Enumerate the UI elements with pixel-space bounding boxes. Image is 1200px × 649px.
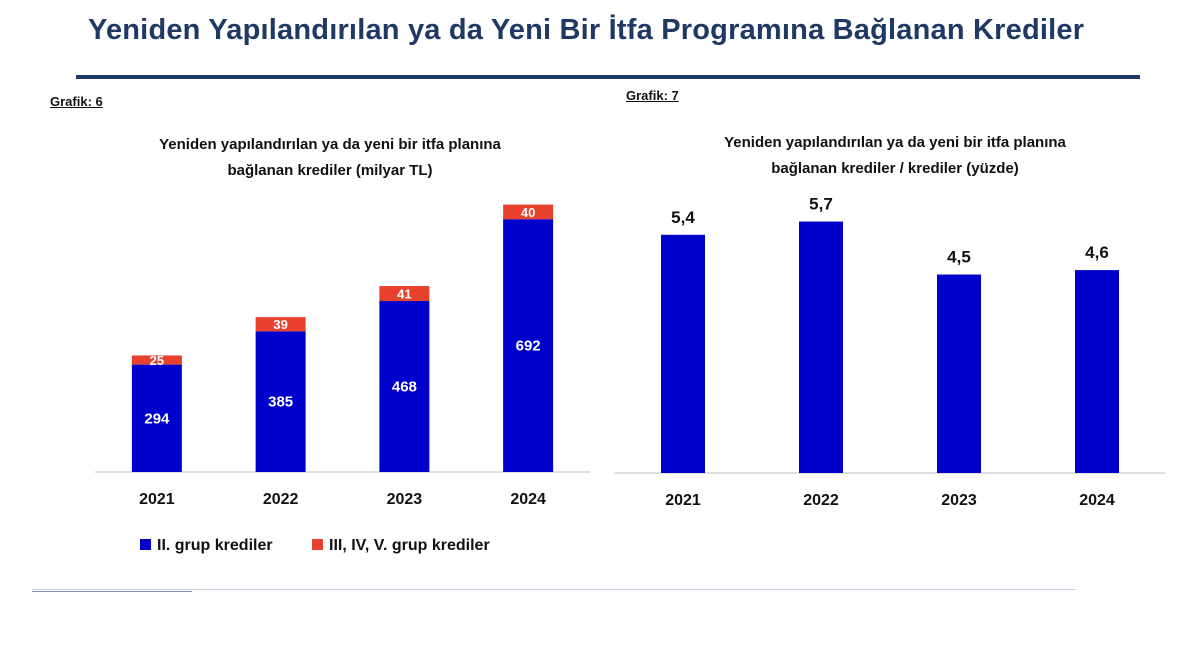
chart7-tick-label-2021: 2021 [665, 492, 701, 509]
title-divider [76, 75, 1140, 79]
legend-item-group345: III, IV, V. grup krediler [312, 537, 490, 555]
chart6-tick-label-2023: 2023 [387, 491, 423, 508]
chart6-bar-group345-2022 [255, 317, 306, 332]
chart7-data-label-2024: 4,6 [1085, 243, 1109, 262]
chart6-bar-group345-2021 [131, 355, 182, 365]
chart6-title-line1: Yeniden yapılandırılan ya da yeni bir it… [159, 136, 501, 153]
chart6-bar-group2-2021 [131, 364, 182, 472]
chart7-bar-2023 [937, 274, 981, 473]
chart6-data-label-group2-2022: 385 [268, 394, 293, 411]
chart6-tick-label-2022: 2022 [263, 491, 299, 508]
chart7-title-line1: Yeniden yapılandırılan ya da yeni bir it… [724, 134, 1066, 151]
chart7-title-line2: bağlanan krediler / krediler (yüzde) [771, 160, 1019, 177]
chart6-bar-group345-2023 [379, 286, 430, 302]
chart6-data-label-group2-2021: 294 [144, 410, 170, 427]
chart6-tick-label-2024: 2024 [510, 491, 546, 508]
footer-divider [32, 589, 1076, 590]
chart6-data-label-group2-2024: 692 [516, 338, 541, 355]
legend-label-group345: III, IV, V. grup krediler [329, 537, 490, 554]
chart7-data-label-2022: 5,7 [809, 195, 833, 214]
chart6-title-line2: bağlanan krediler (milyar TL) [227, 162, 433, 179]
chart7-data-label-2021: 5,4 [671, 208, 695, 227]
chart6-title: Yeniden yapılandırılan ya da yeni bir it… [60, 132, 600, 184]
chart6-data-label-group2-2023: 468 [392, 379, 417, 396]
chart7-bar-2022 [799, 221, 843, 473]
legend-label-group2: II. grup krediler [157, 537, 273, 554]
chart6-bar-group2-2023 [379, 301, 430, 472]
legend-swatch-group2 [140, 539, 151, 550]
chart6-figure-label: Grafik: 6 [50, 94, 103, 109]
chart7-title: Yeniden yapılandırılan ya da yeni bir it… [625, 130, 1165, 182]
chart7-bar-2024 [1075, 270, 1119, 473]
chart6-data-label-group345-2023: 41 [397, 287, 411, 302]
chart6-bar-group2-2022 [255, 331, 306, 472]
chart6-data-label-group345-2022: 39 [273, 317, 287, 332]
chart7-tick-label-2022: 2022 [803, 492, 839, 509]
footer-accent-line [32, 591, 192, 592]
chart7-tick-label-2024: 2024 [1079, 492, 1115, 509]
chart7-figure-label: Grafik: 7 [626, 88, 679, 103]
page-title: Yeniden Yapılandırılan ya da Yeni Bir İt… [88, 14, 1085, 46]
legend-swatch-group345 [312, 539, 323, 550]
chart6-data-label-group345-2021: 25 [150, 353, 164, 368]
legend-item-group2: II. grup krediler [140, 537, 273, 555]
chart7-data-label-2023: 4,5 [947, 248, 971, 267]
chart7-bar-2021 [661, 234, 705, 473]
chart6-bar-group345-2024 [503, 204, 554, 220]
chart7-tick-label-2023: 2023 [941, 492, 977, 509]
chart6-data-label-group345-2024: 40 [521, 205, 535, 220]
chart6-tick-label-2021: 2021 [139, 491, 175, 508]
chart6-bar-group2-2024 [503, 219, 554, 472]
